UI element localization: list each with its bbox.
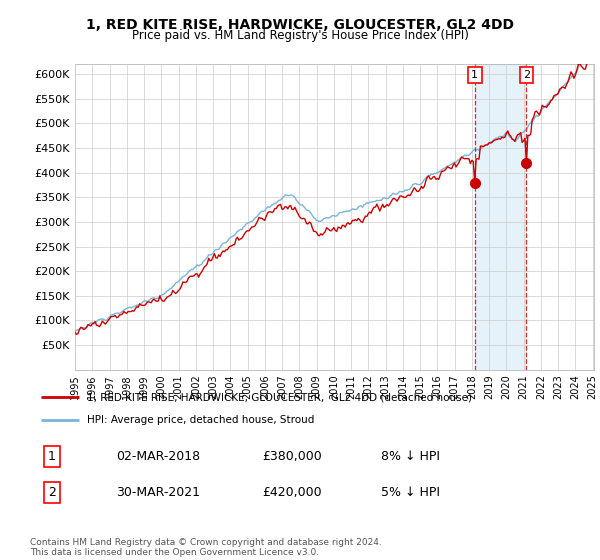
- Text: 1, RED KITE RISE, HARDWICKE, GLOUCESTER, GL2 4DD: 1, RED KITE RISE, HARDWICKE, GLOUCESTER,…: [86, 18, 514, 32]
- Text: 5% ↓ HPI: 5% ↓ HPI: [381, 486, 440, 500]
- Text: 2: 2: [523, 70, 530, 80]
- Text: £380,000: £380,000: [262, 450, 322, 463]
- Text: 30-MAR-2021: 30-MAR-2021: [116, 486, 200, 500]
- Text: Contains HM Land Registry data © Crown copyright and database right 2024.
This d: Contains HM Land Registry data © Crown c…: [30, 538, 382, 557]
- Text: 02-MAR-2018: 02-MAR-2018: [116, 450, 200, 463]
- Bar: [475, 64, 526, 370]
- Text: 1: 1: [471, 70, 478, 80]
- Text: 1: 1: [47, 450, 56, 463]
- Text: HPI: Average price, detached house, Stroud: HPI: Average price, detached house, Stro…: [86, 416, 314, 426]
- Text: 2: 2: [47, 486, 56, 500]
- Text: 1, RED KITE RISE, HARDWICKE, GLOUCESTER,  GL2 4DD (detached house): 1, RED KITE RISE, HARDWICKE, GLOUCESTER,…: [86, 392, 472, 402]
- Text: 8% ↓ HPI: 8% ↓ HPI: [381, 450, 440, 463]
- Text: Price paid vs. HM Land Registry's House Price Index (HPI): Price paid vs. HM Land Registry's House …: [131, 29, 469, 42]
- Text: £420,000: £420,000: [262, 486, 322, 500]
